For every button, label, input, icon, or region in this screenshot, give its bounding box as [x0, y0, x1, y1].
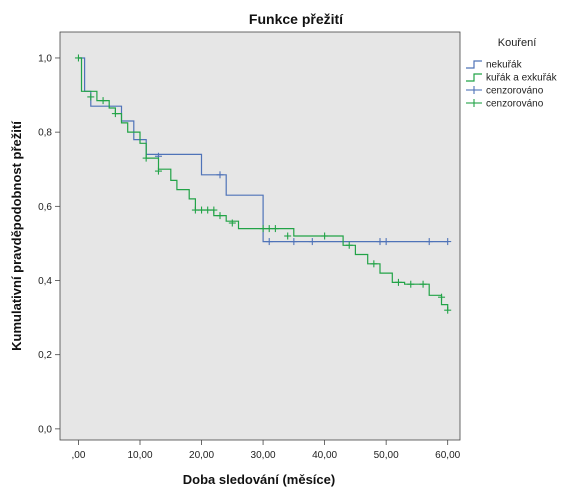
censor-mark: [216, 212, 224, 220]
censor-mark: [99, 97, 107, 105]
x-tick-label: 40,00: [312, 450, 337, 461]
censor-mark: [444, 306, 452, 314]
censor-mark: [290, 238, 298, 246]
x-tick-label: 50,00: [374, 450, 399, 461]
legend-label: cenzorováno: [486, 86, 544, 97]
censor-mark: [259, 225, 267, 233]
censor-mark: [284, 232, 292, 240]
y-tick-label: 1,0: [38, 53, 52, 64]
censor-mark: [407, 280, 415, 288]
x-tick-label: 10,00: [127, 450, 152, 461]
legend-item: kuřák a exkuřák: [466, 73, 558, 84]
censor-mark: [111, 110, 119, 118]
censor-mark: [228, 219, 236, 227]
series-layer: [74, 54, 452, 314]
x-tick-label: ,00: [72, 450, 86, 461]
censor-mark: [370, 260, 378, 268]
censor-mark: [271, 225, 279, 233]
y-tick-label: 0,2: [38, 350, 52, 361]
censor-mark: [198, 206, 206, 214]
y-tick-label: 0,0: [38, 424, 52, 435]
censor-mark: [382, 238, 390, 246]
censor-mark: [210, 206, 218, 214]
y-tick-label: 0,4: [38, 276, 52, 287]
y-tick-label: 0,6: [38, 202, 52, 213]
legend-swatch: [466, 73, 482, 82]
censor-mark: [376, 238, 384, 246]
censor-mark: [154, 167, 162, 175]
censor-mark: [142, 154, 150, 162]
series-1: [74, 54, 452, 314]
censor-mark: [321, 232, 329, 240]
censor-mark: [265, 238, 273, 246]
censor-mark: [425, 238, 433, 246]
censor-mark: [216, 171, 224, 179]
censor-mark: [444, 238, 452, 246]
censor-mark: [191, 206, 199, 214]
censor-mark: [419, 280, 427, 288]
censor-mark: [265, 225, 273, 233]
censor-mark: [74, 54, 82, 62]
x-tick-label: 20,00: [189, 450, 214, 461]
censor-mark: [394, 278, 402, 286]
censor-mark: [438, 293, 446, 301]
legend-title: Kouření: [498, 37, 537, 49]
censor-mark: [204, 206, 212, 214]
censor-mark: [308, 238, 316, 246]
censor-mark: [87, 93, 95, 101]
legend-swatch: [466, 60, 482, 69]
x-axis-title: Doba sledování (měsíce): [183, 472, 335, 487]
chart-title: Funkce přežití: [249, 11, 344, 27]
x-tick-label: 60,00: [435, 450, 460, 461]
legend-label: cenzorováno: [486, 99, 544, 110]
y-axis-title: Kumulativní pravděpodobnost přežití: [9, 121, 24, 351]
legend-item: cenzorováno: [466, 86, 544, 97]
x-axis-ticks: ,00 10,00 20,00 30,00 40,00 50,00 60,00: [72, 440, 461, 461]
x-tick-label: 30,00: [251, 450, 276, 461]
legend-label: nekuřák: [486, 60, 523, 71]
censor-mark: [345, 241, 353, 249]
plot-area: [59, 31, 461, 441]
legend-label: kuřák a exkuřák: [486, 73, 558, 84]
legend-item: nekuřák: [466, 60, 523, 71]
y-tick-label: 0,8: [38, 128, 52, 139]
legend: Kouření nekuřák kuřák a exkuřák cenzorován…: [466, 37, 558, 110]
legend-item: cenzorováno: [466, 99, 544, 110]
y-axis-ticks: 0,0 0,2 0,4 0,6 0,8 1,0: [38, 53, 60, 435]
